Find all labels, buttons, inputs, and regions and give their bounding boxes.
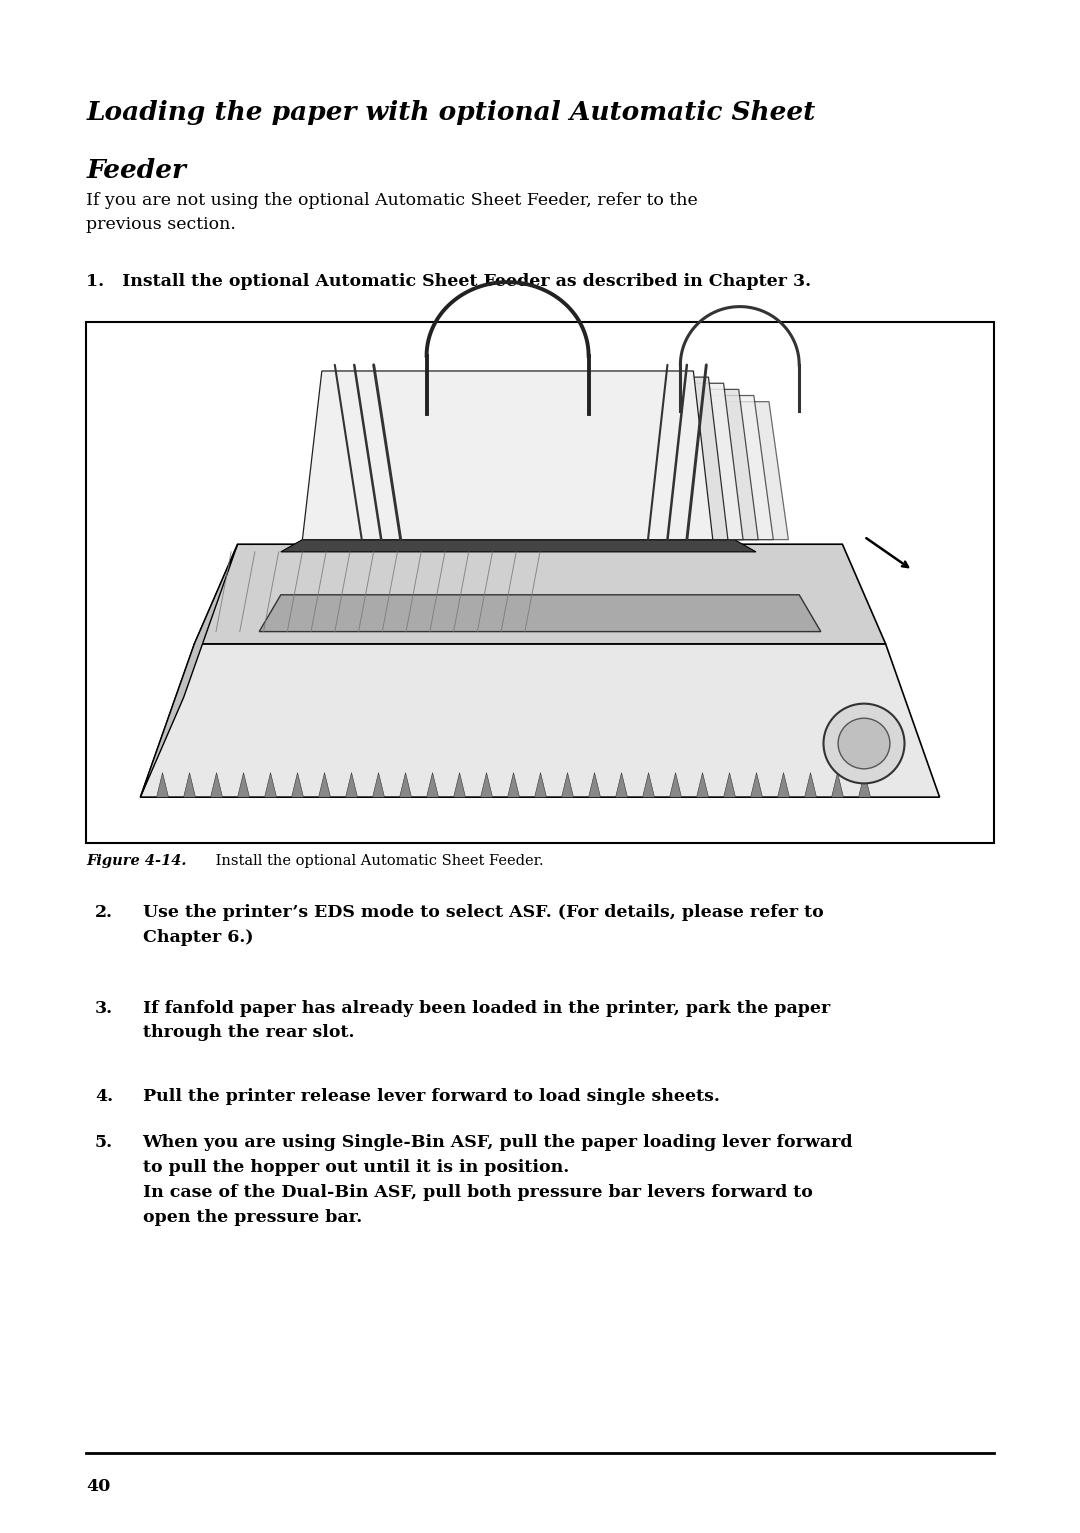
Polygon shape xyxy=(400,773,411,797)
Ellipse shape xyxy=(838,717,890,770)
Polygon shape xyxy=(346,773,357,797)
Text: 1.   Install the optional Automatic Sheet Feeder as described in Chapter 3.: 1. Install the optional Automatic Sheet … xyxy=(86,273,811,290)
Polygon shape xyxy=(805,773,816,797)
Polygon shape xyxy=(535,773,546,797)
Bar xyxy=(86,322,994,843)
Polygon shape xyxy=(265,773,276,797)
Polygon shape xyxy=(419,408,804,540)
Polygon shape xyxy=(751,773,762,797)
Polygon shape xyxy=(319,773,330,797)
Text: 5.: 5. xyxy=(95,1134,113,1151)
Polygon shape xyxy=(589,773,600,797)
Polygon shape xyxy=(322,377,728,540)
Polygon shape xyxy=(643,773,654,797)
Polygon shape xyxy=(454,773,465,797)
Polygon shape xyxy=(140,644,940,797)
Polygon shape xyxy=(140,544,238,797)
Text: 2.: 2. xyxy=(95,904,113,921)
Text: 4.: 4. xyxy=(95,1088,113,1105)
Polygon shape xyxy=(670,773,681,797)
Text: 40: 40 xyxy=(86,1478,111,1495)
Polygon shape xyxy=(778,773,789,797)
Polygon shape xyxy=(194,544,886,644)
Text: Feeder: Feeder xyxy=(86,158,186,182)
Text: Pull the printer release lever forward to load single sheets.: Pull the printer release lever forward t… xyxy=(143,1088,719,1105)
Polygon shape xyxy=(292,773,303,797)
Text: Figure 4-14.: Figure 4-14. xyxy=(86,854,187,868)
Polygon shape xyxy=(281,540,756,552)
Text: 3.: 3. xyxy=(95,1000,113,1016)
Polygon shape xyxy=(400,402,788,540)
Polygon shape xyxy=(859,773,870,797)
Text: If fanfold paper has already been loaded in the printer, park the paper
through : If fanfold paper has already been loaded… xyxy=(143,1000,829,1041)
Polygon shape xyxy=(341,383,743,540)
Polygon shape xyxy=(616,773,627,797)
Polygon shape xyxy=(508,773,519,797)
Ellipse shape xyxy=(824,704,905,783)
Text: If you are not using the optional Automatic Sheet Feeder, refer to the
previous : If you are not using the optional Automa… xyxy=(86,192,698,233)
Polygon shape xyxy=(211,773,222,797)
Text: Install the optional Automatic Sheet Feeder.: Install the optional Automatic Sheet Fee… xyxy=(211,854,543,868)
Polygon shape xyxy=(373,773,384,797)
Polygon shape xyxy=(302,371,713,540)
Polygon shape xyxy=(724,773,735,797)
Polygon shape xyxy=(481,773,492,797)
Polygon shape xyxy=(361,389,758,540)
Text: When you are using Single-Bin ASF, pull the paper loading lever forward
to pull : When you are using Single-Bin ASF, pull … xyxy=(143,1134,853,1226)
Polygon shape xyxy=(832,773,843,797)
Text: Use the printer’s EDS mode to select ASF. (For details, please refer to
Chapter : Use the printer’s EDS mode to select ASF… xyxy=(143,904,823,946)
Polygon shape xyxy=(427,773,438,797)
Polygon shape xyxy=(238,773,249,797)
Polygon shape xyxy=(157,773,168,797)
Polygon shape xyxy=(184,773,195,797)
Polygon shape xyxy=(562,773,573,797)
Polygon shape xyxy=(697,773,708,797)
Text: Loading the paper with optional Automatic Sheet: Loading the paper with optional Automati… xyxy=(86,100,815,124)
Polygon shape xyxy=(259,595,821,632)
Polygon shape xyxy=(380,396,773,540)
